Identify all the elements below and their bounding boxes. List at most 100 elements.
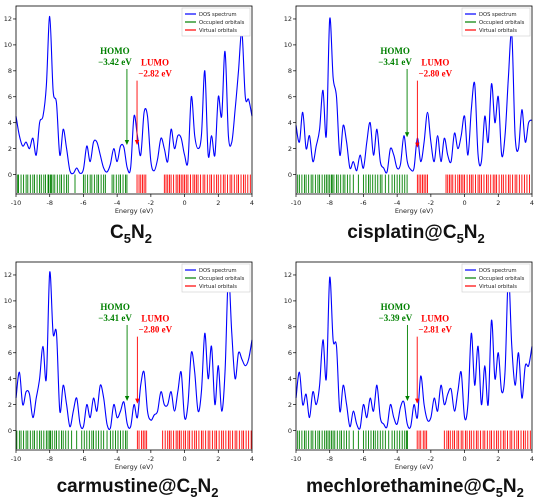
x-tick-label: -8 <box>326 455 332 463</box>
legend-entry: Virtual orbitals <box>199 28 237 34</box>
dos-spectrum-line <box>15 271 253 431</box>
y-tick-label: 4 <box>8 375 12 383</box>
dos-chart-mechlorethamine: -10 -8 -6 -4 -2 0 2 4 Energy (eV) 0 2 4 6 8 10 12 DOS sp… <box>284 261 534 471</box>
homo-label: HOMO <box>100 302 130 312</box>
x-tick-label: -8 <box>46 199 52 207</box>
x-tick-label: -8 <box>46 455 52 463</box>
legend-entry: Occupied orbitals <box>479 20 525 26</box>
y-tick-label: 12 <box>284 271 292 279</box>
lumo-value: −2.82 eV <box>138 69 172 79</box>
homo-value: −3.41 eV <box>378 57 412 67</box>
x-tick-label: 0 <box>463 199 467 207</box>
x-tick-label: 4 <box>530 455 534 463</box>
x-axis-label: Energy (eV) <box>395 463 433 471</box>
dos-chart-cisplatin: -10 -8 -6 -4 -2 0 2 4 Energy (eV) 0 2 4 6 8 10 12 DOS sp… <box>284 5 534 215</box>
lumo-label: LUMO <box>141 58 169 68</box>
lumo-label: LUMO <box>421 58 449 68</box>
y-tick-label: 0 <box>8 171 12 179</box>
y-tick-label: 4 <box>288 119 292 127</box>
homo-value: −3.41 eV <box>98 313 132 323</box>
x-tick-label: 4 <box>250 199 254 207</box>
caption-n: N <box>463 222 478 243</box>
dos-panel-carmustine: -10 -8 -6 -4 -2 0 2 4 Energy (eV) 0 2 4 6 8 10 12 DOS sp… <box>0 256 262 471</box>
caption-prefix: cisplatin@ <box>347 222 443 243</box>
legend-entry: Occupied orbitals <box>479 276 525 282</box>
y-tick-label: 10 <box>284 41 292 49</box>
y-tick-label: 2 <box>288 145 292 153</box>
x-tick-label: -8 <box>326 199 332 207</box>
x-tick-label: -2 <box>148 199 154 207</box>
caption-prefix: carmustine@ <box>56 476 177 497</box>
y-tick-label: 10 <box>284 297 292 305</box>
x-tick-label: -4 <box>394 455 400 463</box>
caption-c: C <box>176 476 191 497</box>
x-tick-label: 4 <box>250 455 254 463</box>
y-tick-label: 12 <box>284 15 292 23</box>
caption-sub-2: 2 <box>477 230 485 246</box>
y-tick-label: 4 <box>288 375 292 383</box>
x-axis-label: Energy (eV) <box>395 207 433 215</box>
caption-n: N <box>197 476 212 497</box>
y-tick-label: 2 <box>288 401 292 409</box>
dos-panel-cisplatin: -10 -8 -6 -4 -2 0 2 4 Energy (eV) 0 2 4 6 8 10 12 DOS sp… <box>280 0 542 215</box>
y-tick-label: 6 <box>8 349 12 357</box>
y-tick-label: 0 <box>288 171 292 179</box>
legend-entry: DOS spectrum <box>479 12 517 18</box>
lumo-arrow-head <box>415 398 420 404</box>
caption-n: N <box>502 476 517 497</box>
x-tick-label: -10 <box>291 199 302 207</box>
x-tick-label: -2 <box>148 455 154 463</box>
caption-c: C <box>442 222 457 243</box>
homo-label: HOMO <box>380 46 410 56</box>
caption-mechlorethamine: mechlorethamine@C5N2 <box>280 476 550 500</box>
legend-entry: Occupied orbitals <box>199 276 245 282</box>
x-tick-label: -6 <box>80 455 86 463</box>
caption-n: N <box>131 222 145 243</box>
legend-entry: DOS spectrum <box>479 268 517 274</box>
legend-entry: Virtual orbitals <box>479 284 517 290</box>
homo-label: HOMO <box>100 46 130 56</box>
y-tick-label: 2 <box>8 401 12 409</box>
y-tick-label: 0 <box>8 427 12 435</box>
y-tick-label: 8 <box>8 323 12 331</box>
homo-arrow-head <box>124 140 130 146</box>
x-tick-label: -4 <box>114 455 120 463</box>
caption-prefix: mechlorethamine@ <box>306 476 482 497</box>
caption-sub-2: 2 <box>516 484 524 500</box>
lumo-value: −2.80 eV <box>139 325 173 335</box>
homo-arrow-head <box>404 132 410 138</box>
legend-entry: DOS spectrum <box>199 268 237 274</box>
homo-arrow-head <box>405 396 410 402</box>
x-tick-label: -2 <box>428 199 434 207</box>
legend-entry: Virtual orbitals <box>479 28 517 34</box>
y-tick-label: 8 <box>8 67 12 75</box>
y-tick-label: 12 <box>4 15 12 23</box>
y-tick-label: 0 <box>288 427 292 435</box>
caption-sub-1: 5 <box>495 484 503 500</box>
lumo-arrow-head <box>415 142 420 148</box>
caption-sub-1: 5 <box>123 230 131 246</box>
y-tick-label: 8 <box>288 67 292 75</box>
x-tick-label: -10 <box>291 455 302 463</box>
lumo-value: −2.80 eV <box>419 69 453 79</box>
x-tick-label: 2 <box>216 455 220 463</box>
homo-arrow-head <box>124 396 130 402</box>
x-tick-label: -6 <box>360 455 366 463</box>
lumo-label: LUMO <box>421 314 449 324</box>
caption-cisplatin: cisplatin@C5N2 <box>285 222 547 246</box>
dos-spectrum-line <box>295 274 533 430</box>
x-tick-label: -4 <box>114 199 120 207</box>
y-tick-label: 6 <box>8 93 12 101</box>
x-axis-label: Energy (eV) <box>115 207 153 215</box>
y-tick-label: 6 <box>288 93 292 101</box>
caption-sub-2: 2 <box>211 484 219 500</box>
x-tick-label: 4 <box>530 199 534 207</box>
plot-frame <box>15 261 253 451</box>
homo-value: −3.39 eV <box>379 313 413 323</box>
x-tick-label: -2 <box>428 455 434 463</box>
dos-panel-mechlorethamine: -10 -8 -6 -4 -2 0 2 4 Energy (eV) 0 2 4 6 8 10 12 DOS sp… <box>280 256 542 471</box>
x-tick-label: -10 <box>11 199 22 207</box>
dos-panel-c5n2: -10 -8 -6 -4 -2 0 2 4 Energy (eV) 0 2 4 6 8 10 12 DOS sp… <box>0 0 262 215</box>
x-tick-label: 2 <box>496 199 500 207</box>
x-tick-label: 0 <box>183 455 187 463</box>
